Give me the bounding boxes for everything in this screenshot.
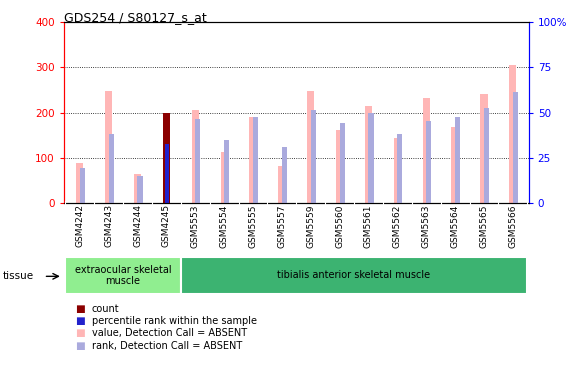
Bar (368, 113, 374, 203)
Bar (394, 138, 401, 203)
Bar (278, 165, 285, 203)
Text: ■: ■ (76, 340, 85, 351)
Bar (163, 113, 170, 203)
Text: ■: ■ (76, 304, 85, 314)
Text: percentile rank within the sample: percentile rank within the sample (92, 316, 257, 326)
Text: GSM5555: GSM5555 (249, 204, 257, 248)
Bar (195, 119, 200, 203)
Text: GSM4243: GSM4243 (104, 204, 113, 247)
Bar (455, 117, 460, 203)
Bar (480, 94, 487, 203)
Text: GSM5561: GSM5561 (364, 204, 373, 248)
Bar (105, 91, 112, 203)
Bar (422, 98, 430, 203)
Bar (253, 117, 258, 203)
Text: GSM5554: GSM5554 (220, 204, 229, 247)
Bar (138, 176, 143, 203)
Text: GSM5564: GSM5564 (451, 204, 460, 247)
Bar (166, 144, 170, 203)
Bar (80, 168, 85, 203)
Bar (336, 130, 343, 203)
Text: GSM5562: GSM5562 (393, 204, 402, 247)
Text: GSM5560: GSM5560 (335, 204, 344, 248)
Bar (426, 121, 431, 203)
Bar (76, 163, 84, 203)
Bar (307, 91, 314, 203)
Bar (311, 110, 316, 203)
Bar (282, 146, 287, 203)
Text: ■: ■ (76, 328, 85, 339)
Bar (163, 113, 170, 203)
Bar (339, 123, 345, 203)
Bar (134, 174, 141, 203)
Text: GSM4244: GSM4244 (133, 204, 142, 247)
Bar (181, 257, 528, 294)
Text: GSM5557: GSM5557 (277, 204, 286, 248)
Text: count: count (92, 304, 120, 314)
Text: value, Detection Call = ABSENT: value, Detection Call = ABSENT (92, 328, 247, 339)
Bar (221, 152, 228, 203)
Text: ■: ■ (76, 316, 85, 326)
Text: rank, Detection Call = ABSENT: rank, Detection Call = ABSENT (92, 340, 242, 351)
Text: tissue: tissue (3, 271, 34, 281)
Bar (484, 108, 489, 203)
Bar (451, 127, 459, 203)
Text: GSM5566: GSM5566 (508, 204, 517, 248)
Text: GSM4242: GSM4242 (76, 204, 84, 247)
Bar (109, 134, 114, 203)
Text: GSM5563: GSM5563 (422, 204, 431, 248)
Text: GDS254 / S80127_s_at: GDS254 / S80127_s_at (64, 11, 207, 24)
Text: extraocular skeletal
muscle: extraocular skeletal muscle (75, 265, 171, 286)
Bar (509, 65, 517, 203)
Text: GSM5559: GSM5559 (306, 204, 315, 248)
Text: GSM4245: GSM4245 (162, 204, 171, 247)
Bar (365, 106, 372, 203)
Bar (513, 92, 518, 203)
Bar (224, 140, 229, 203)
Text: GSM5565: GSM5565 (479, 204, 489, 248)
Bar (65, 257, 181, 294)
Bar (192, 110, 199, 203)
Text: GSM5553: GSM5553 (191, 204, 200, 248)
Bar (397, 134, 403, 203)
Text: tibialis anterior skeletal muscle: tibialis anterior skeletal muscle (278, 270, 431, 280)
Bar (249, 117, 257, 203)
